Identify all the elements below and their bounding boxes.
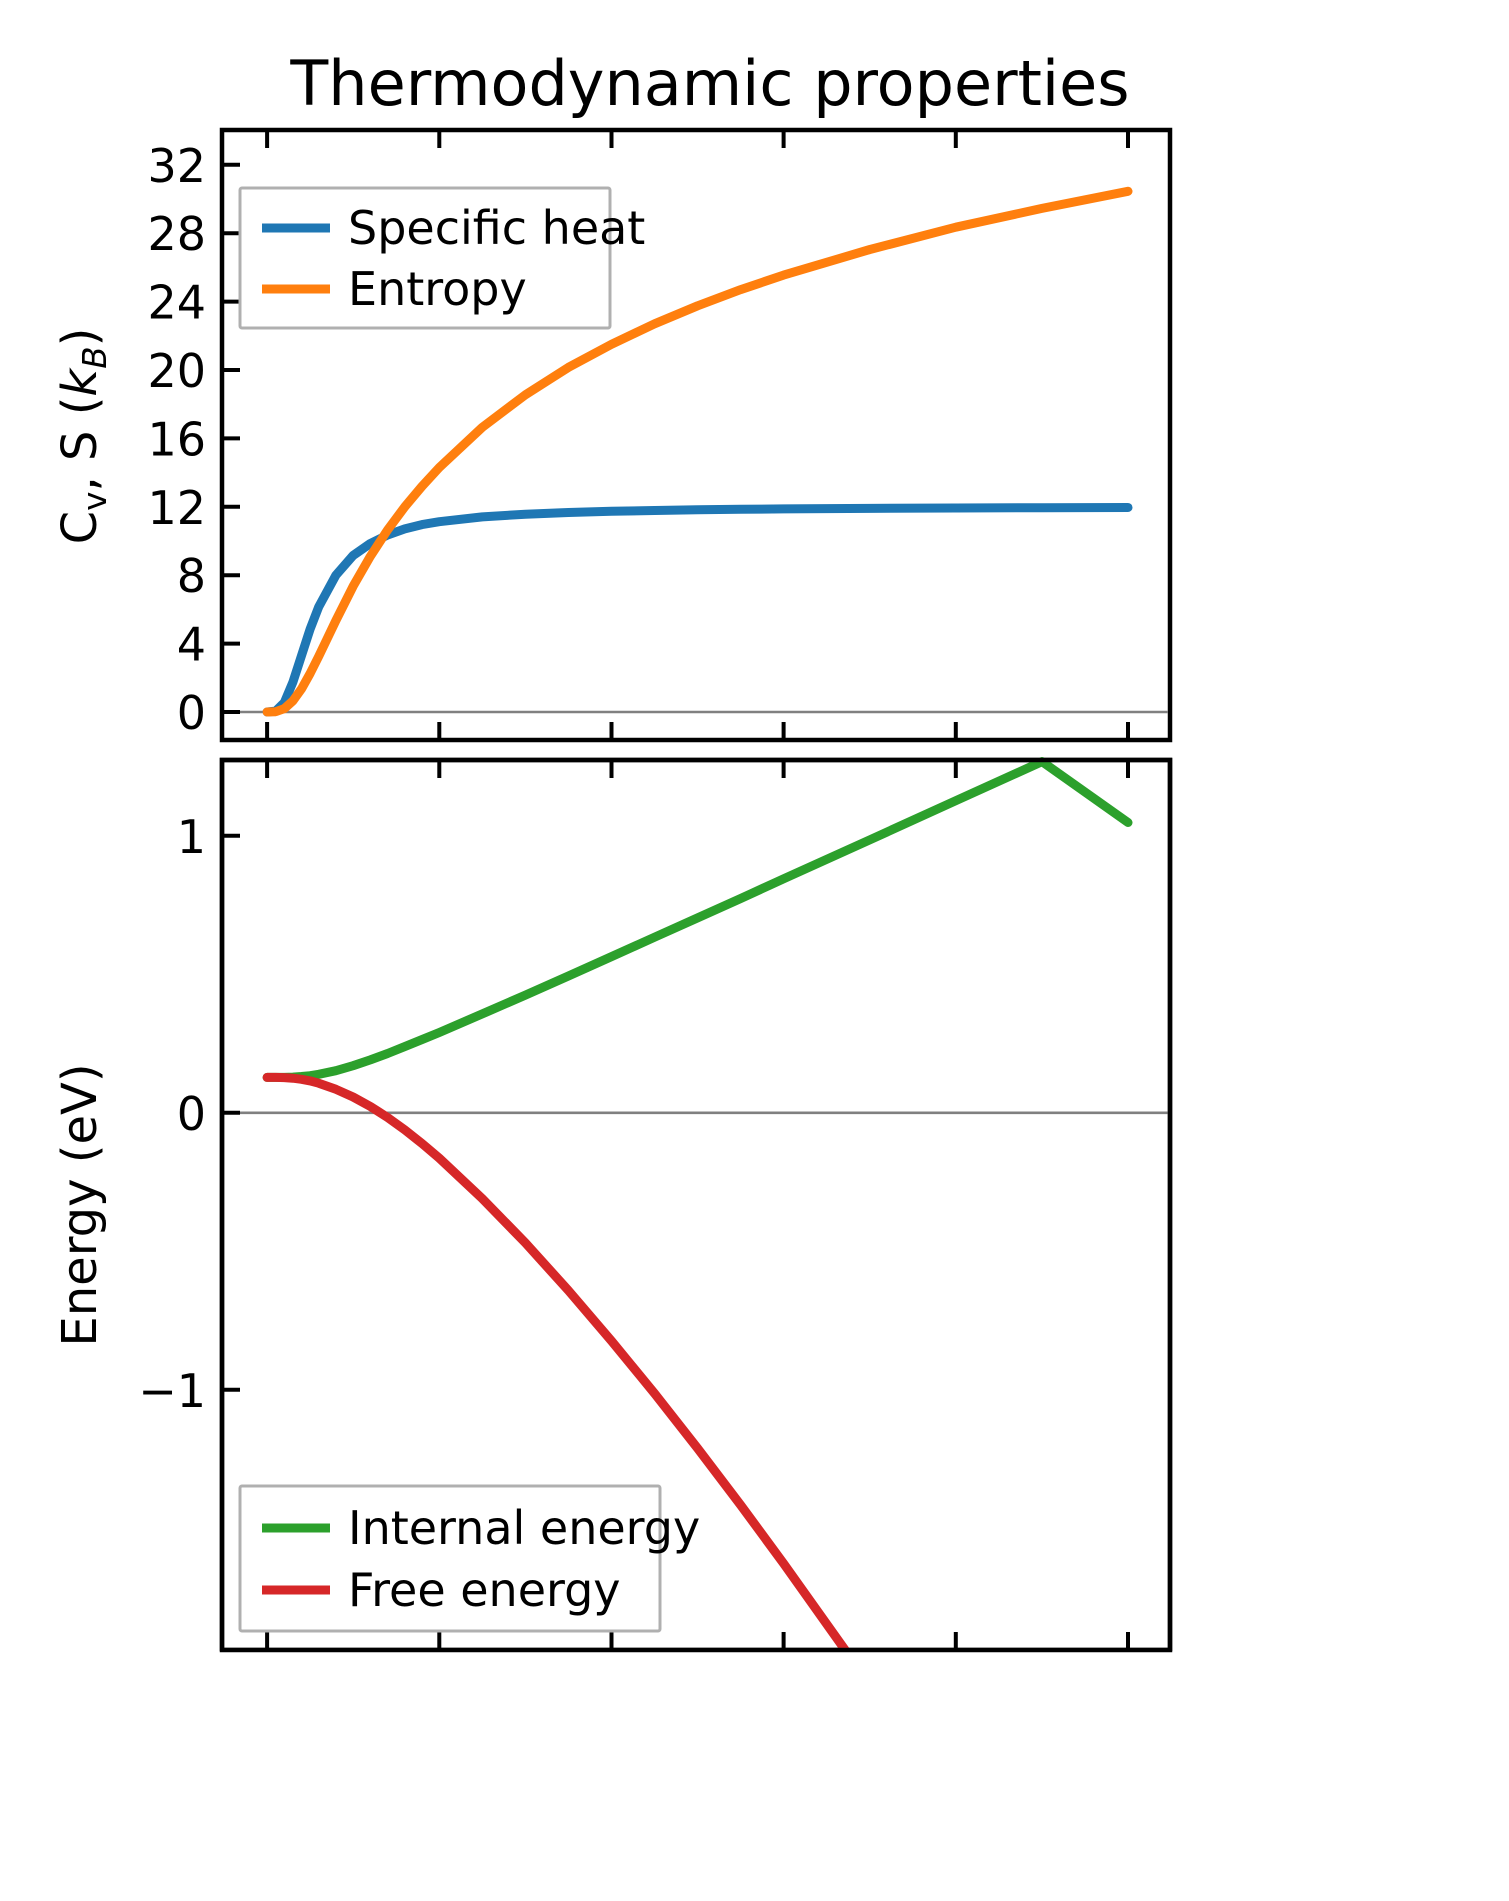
figure-title: Thermodynamic properties bbox=[289, 47, 1129, 120]
top-ytick-label-4: 4 bbox=[177, 618, 206, 672]
top-panel-ylabel: Cv, S (kB) bbox=[52, 328, 114, 545]
legend-label-entropy: Entropy bbox=[348, 262, 527, 316]
bottom-ytick-label-1: 1 bbox=[177, 810, 206, 864]
top-panel-frame bbox=[219, 127, 1173, 743]
top-ytick-label-12: 12 bbox=[147, 481, 206, 535]
series-entropy bbox=[262, 186, 1133, 717]
legend-label-specific-heat: Specific heat bbox=[348, 201, 645, 255]
bottom-clip-mask bbox=[0, 1651, 1509, 1901]
top-legend-background bbox=[238, 186, 612, 330]
bottom-ytick-label-0: 0 bbox=[177, 1087, 206, 1141]
bottom-panel-ylabel: Energy (eV) bbox=[52, 1063, 108, 1346]
bottom-legend-background bbox=[238, 1484, 662, 1633]
series-free-energy bbox=[262, 1072, 1020, 1901]
top-ytick-label-20: 20 bbox=[147, 344, 206, 398]
top-ytick-label-24: 24 bbox=[147, 276, 206, 330]
top-panel-yticks: 0 4 8 12 16 20 24 28 32 bbox=[147, 139, 240, 740]
top-ytick-label-28: 28 bbox=[147, 207, 206, 261]
top-ytick-label-32: 32 bbox=[147, 139, 206, 193]
bottom-panel-frame-overlay bbox=[219, 757, 1173, 1653]
legend-label-free-energy: Free energy bbox=[348, 1563, 621, 1617]
bottom-ytick-label-neg1: −1 bbox=[138, 1364, 206, 1418]
bottom-panel-legend: Internal energy Free energy bbox=[238, 1484, 700, 1633]
top-ytick-label-0: 0 bbox=[177, 686, 206, 740]
top-ytick-label-8: 8 bbox=[177, 549, 206, 603]
bottom-panel: 1 0 −1 0 200 400 600 bbox=[0, 757, 1509, 1901]
top-panel: 0 4 8 12 16 20 24 28 32 bbox=[52, 127, 1173, 743]
top-panel-xticks bbox=[265, 130, 1130, 740]
series-specific-heat bbox=[262, 503, 1133, 717]
top-panel-legend: Specific heat Entropy bbox=[238, 186, 645, 330]
bottom-panel-yticks: 1 0 −1 bbox=[138, 810, 240, 1418]
top-ytick-label-16: 16 bbox=[147, 412, 206, 466]
legend-label-internal-energy: Internal energy bbox=[348, 1501, 700, 1555]
